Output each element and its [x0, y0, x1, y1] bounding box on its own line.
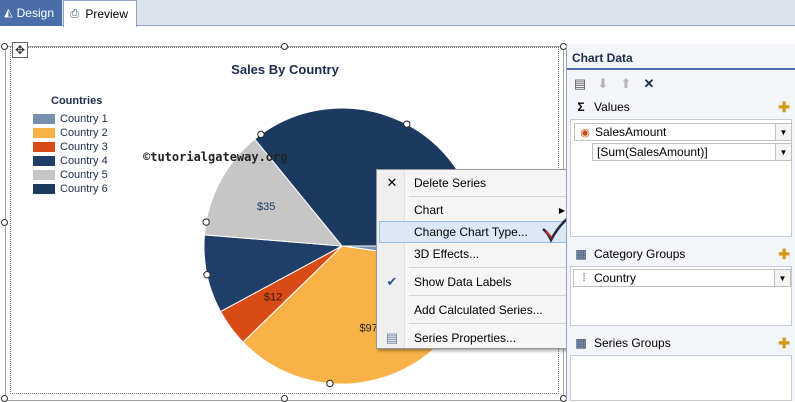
series-handle[interactable] [203, 270, 211, 279]
chart-data-pane: Chart Data ▤ ⬇ ⬆ ✕ Σ Values ✚ ◉ SalesAmo… [566, 44, 795, 401]
group-icon: ⁞ [582, 272, 586, 284]
menu-item-label: 3D Effects... [414, 247, 480, 261]
menu-item-3d-effects[interactable]: 3D Effects... [379, 243, 573, 265]
category-groups-icon: ▦ [575, 247, 587, 261]
move-down-icon[interactable]: ⬇ [597, 76, 609, 91]
menu-item-show-data-labels[interactable]: ✔ Show Data Labels [379, 271, 573, 293]
series-groups-header: ▦ Series Groups ✚ [567, 332, 795, 354]
tab-design-label: Design [16, 6, 54, 20]
series-groups-box [570, 355, 792, 401]
menu-item-label: Chart [414, 203, 444, 217]
menu-separator [409, 267, 573, 268]
legend-swatch [33, 114, 55, 124]
legend-item: Country 5 [33, 168, 108, 182]
resize-handle[interactable] [1, 219, 8, 226]
legend-label: Country 5 [60, 169, 108, 181]
legend-item: Country 4 [33, 154, 108, 168]
pie-slice[interactable] [203, 138, 344, 247]
values-field-combo[interactable]: ◉ SalesAmount ▼ [574, 123, 792, 141]
move-up-icon[interactable]: ⬆ [620, 76, 632, 91]
tab-preview-label: Preview [85, 7, 128, 21]
category-field-text: Country [594, 271, 637, 285]
values-expression-combo[interactable]: [Sum(SalesAmount)] ▼ [592, 143, 792, 161]
legend-item: Country 3 [33, 140, 108, 154]
menu-separator [409, 323, 573, 324]
chevron-down-icon[interactable]: ▼ [775, 144, 791, 160]
category-groups-label: Category Groups [594, 247, 686, 261]
add-series-group-icon[interactable]: ✚ [778, 334, 790, 351]
data-label: $97 [359, 322, 377, 334]
menu-item-series-properties[interactable]: ▤ Series Properties... [379, 327, 573, 349]
menu-item-label: Delete Series [414, 176, 487, 190]
legend-swatch [33, 156, 55, 166]
values-box: ◉ SalesAmount ▼ [Sum(SalesAmount)] ▼ [570, 119, 792, 237]
legend-label: Country 4 [60, 155, 108, 167]
values-field-text: SalesAmount [595, 125, 667, 139]
properties-button-icon[interactable]: ▤ [573, 76, 587, 91]
design-icon: ◭ [4, 7, 13, 19]
add-value-icon[interactable]: ✚ [778, 98, 790, 115]
tab-design[interactable]: ◭ Design [0, 0, 62, 26]
legend-item: Country 1 [33, 112, 108, 126]
category-groups-header: ▦ Category Groups ✚ [567, 243, 795, 265]
legend-swatch [33, 170, 55, 180]
category-field-combo[interactable]: ⁞ Country ▼ [573, 269, 791, 287]
chart-title: Sales By Country [231, 62, 339, 77]
pane-title: Chart Data [567, 48, 795, 70]
menu-item-label: Add Calculated Series... [414, 303, 543, 317]
legend-label: Country 1 [60, 113, 108, 125]
chart-legend: Countries Country 1 Country 2 Country 3 Cou… [33, 95, 108, 196]
delete-button-icon[interactable]: ✕ [643, 76, 655, 91]
pane-toolbar: ▤ ⬇ ⬆ ✕ [572, 74, 657, 94]
values-expression-text: [Sum(SalesAmount)] [597, 145, 708, 159]
menu-item-delete-series[interactable]: ✕ Delete Series [379, 172, 573, 194]
legend-swatch [33, 142, 55, 152]
menu-item-label: Show Data Labels [414, 275, 512, 289]
submenu-arrow-icon: ▶ [558, 205, 565, 215]
context-menu: ✕ Delete Series Chart ▶ Change Chart Typ… [376, 169, 576, 349]
watermark: ©tutorialgateway.org [143, 150, 288, 164]
series-handle[interactable] [326, 379, 334, 388]
menu-item-label: Change Chart Type... [414, 225, 528, 239]
series-handle[interactable] [403, 120, 411, 128]
legend-item: Country 2 [33, 126, 108, 140]
series-handle[interactable] [202, 218, 210, 226]
chevron-down-icon[interactable]: ▼ [774, 270, 790, 286]
series-groups-icon: ▦ [575, 336, 587, 350]
menu-item-add-calculated-series[interactable]: Add Calculated Series... [379, 299, 573, 321]
properties-icon: ▤ [385, 330, 399, 345]
chart-series-icon: ◉ [580, 126, 590, 139]
resize-handle[interactable] [281, 43, 288, 50]
data-label: $12 [264, 292, 282, 304]
legend-item: Country 6 [33, 182, 108, 196]
category-groups-box: ⁞ Country ▼ [570, 266, 792, 326]
legend-swatch [33, 128, 55, 138]
menu-item-chart[interactable]: Chart ▶ [379, 199, 573, 221]
menu-separator [409, 196, 573, 197]
legend-title: Countries [51, 95, 103, 107]
legend-swatch [33, 184, 55, 194]
preview-icon: ⎙ [70, 8, 80, 20]
series-groups-label: Series Groups [594, 336, 671, 350]
check-icon: ✔ [386, 274, 398, 289]
move-handle-icon[interactable]: ✥ [12, 42, 28, 58]
series-handle[interactable] [257, 130, 265, 139]
menu-gutter [377, 170, 405, 348]
menu-item-change-chart-type[interactable]: Change Chart Type... [379, 221, 573, 243]
data-label: $35 [257, 201, 275, 213]
chevron-down-icon[interactable]: ▼ [775, 124, 791, 140]
sigma-icon: Σ [577, 100, 585, 114]
menu-item-label: Series Properties... [414, 331, 517, 345]
delete-icon: ✕ [386, 175, 398, 190]
legend-label: Country 2 [60, 127, 108, 139]
legend-label: Country 6 [60, 183, 108, 195]
tab-strip: ◭ Design ⎙ Preview [0, 0, 795, 27]
add-category-icon[interactable]: ✚ [778, 245, 790, 262]
resize-handle[interactable] [1, 43, 8, 50]
menu-separator [409, 295, 573, 296]
tab-preview[interactable]: ⎙ Preview [63, 0, 137, 27]
values-section-header: Σ Values ✚ [567, 96, 795, 118]
values-label: Values [594, 100, 630, 114]
legend-label: Country 3 [60, 141, 108, 153]
